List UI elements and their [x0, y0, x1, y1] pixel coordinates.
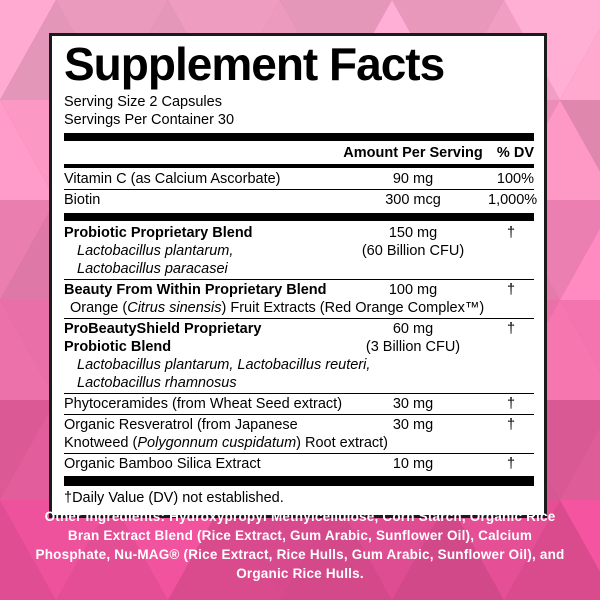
- ingredient-name: Knotweed (Polygonnum cuspidatum) Root ex…: [64, 434, 389, 451]
- dv-value: 1,000%: [488, 191, 538, 208]
- facts-row: Organic Bamboo Silica Extract 10 mg †: [64, 455, 534, 473]
- facts-row: Beauty From Within Proprietary Blend 100 …: [64, 281, 534, 317]
- dv-value: 100%: [496, 170, 534, 187]
- row-separator: [64, 413, 534, 415]
- amount-value: 100 mg: [388, 281, 438, 298]
- dv-value: †: [506, 455, 516, 472]
- row-separator: [64, 317, 534, 319]
- facts-row-line: Biotin 300 mcg 1,000%: [64, 191, 538, 209]
- ingredient-name: Vitamin C (as Calcium Ascorbate): [64, 170, 281, 187]
- percent-dv-header: % DV: [496, 144, 534, 161]
- ingredient-name: Beauty From Within Proprietary Blend: [64, 281, 327, 298]
- divider-bar-thick: [64, 132, 534, 141]
- column-header-row: Amount Per Serving % DV: [64, 144, 534, 162]
- ingredient-name: Lactobacillus plantarum, Lactobacillus r…: [77, 356, 371, 373]
- amount-value: 10 mg: [392, 455, 434, 472]
- facts-rows: Vitamin C (as Calcium Ascorbate) 90 mg 100…: [64, 170, 538, 473]
- ingredient-name: Lactobacillus rhamnosus: [77, 374, 237, 391]
- amount-per-serving-header: Amount Per Serving: [343, 144, 483, 161]
- amount-value: 90 mg: [392, 170, 434, 187]
- servings-per-container-line: Servings Per Container 30: [64, 111, 235, 128]
- ingredient-name: Probiotic Proprietary Blend: [64, 224, 253, 241]
- dv-value: †: [506, 320, 516, 337]
- amount-value: 150 mg: [388, 224, 438, 241]
- amount-value: 30 mg: [392, 395, 434, 412]
- facts-row-line: Knotweed (Polygonnum cuspidatum) Root ex…: [64, 434, 534, 452]
- row-separator: [64, 392, 534, 394]
- amount-value: (60 Billion CFU): [361, 242, 465, 259]
- divider-bar-thick: [64, 212, 534, 221]
- amount-value: (3 Billion CFU): [365, 338, 461, 355]
- serving-size-line: Serving Size 2 Capsules: [64, 93, 222, 110]
- ingredient-name: Organic Resveratrol (from Japanese: [64, 416, 298, 433]
- facts-row: Organic Resveratrol (from Japanese 30 mg †…: [64, 416, 534, 452]
- facts-row: Biotin 300 mcg 1,000%: [64, 191, 538, 209]
- daily-value-footnote: †Daily Value (DV) not established.: [64, 489, 284, 506]
- facts-row: Vitamin C (as Calcium Ascorbate) 90 mg 100…: [64, 170, 534, 188]
- facts-row: ProBeautyShield Proprietary 60 mg † Probiot…: [64, 320, 534, 392]
- divider-bar-bottom: [64, 475, 534, 486]
- dv-value: †: [506, 416, 516, 433]
- row-separator: [64, 278, 534, 280]
- facts-row-line: Beauty From Within Proprietary Blend 100 …: [64, 281, 534, 299]
- amount-value: 60 mg: [392, 320, 434, 337]
- ingredient-name: Lactobacillus plantarum,: [77, 242, 234, 259]
- facts-row-line: Lactobacillus rhamnosus: [64, 374, 534, 392]
- amount-value: 30 mg: [392, 416, 434, 433]
- divider-bar-medium: [64, 163, 534, 168]
- ingredient-name: Orange (Citrus sinensis) Fruit Extracts …: [70, 299, 485, 316]
- amount-value: 300 mcg: [385, 191, 441, 208]
- facts-row-line: ProBeautyShield Proprietary 60 mg †: [64, 320, 534, 338]
- ingredient-name: Organic Bamboo Silica Extract: [64, 455, 261, 472]
- dv-value: †: [506, 224, 516, 241]
- facts-row-line: Vitamin C (as Calcium Ascorbate) 90 mg 100…: [64, 170, 534, 188]
- facts-row-line: Lactobacillus plantarum, Lactobacillus r…: [64, 356, 534, 374]
- facts-row-line: Probiotic Blend (3 Billion CFU): [64, 338, 534, 356]
- facts-row-line: Organic Bamboo Silica Extract 10 mg †: [64, 455, 534, 473]
- facts-row-line: Probiotic Proprietary Blend 150 mg †: [64, 224, 534, 242]
- ingredient-name: Lactobacillus paracasei: [77, 260, 228, 277]
- ingredient-name: Phytoceramides (from Wheat Seed extract): [64, 395, 343, 412]
- facts-row-line: Lactobacillus paracasei: [64, 260, 534, 278]
- dv-value: †: [506, 281, 516, 298]
- facts-row-line: Orange (Citrus sinensis) Fruit Extracts …: [64, 299, 534, 317]
- row-separator: [64, 188, 534, 190]
- dv-value: †: [506, 395, 516, 412]
- ingredient-name: ProBeautyShield Proprietary: [64, 320, 262, 337]
- panel-title: Supplement Facts: [64, 38, 445, 90]
- facts-row-line: Phytoceramides (from Wheat Seed extract)…: [64, 395, 534, 413]
- row-separator: [64, 452, 534, 454]
- ingredient-name: Probiotic Blend: [64, 338, 172, 355]
- facts-row: Phytoceramides (from Wheat Seed extract)…: [64, 395, 534, 413]
- facts-row-line: Lactobacillus plantarum, (60 Billion CFU): [64, 242, 534, 260]
- other-ingredients-text: Other Ingredients: Hydroxypropyl Methylc…: [35, 509, 565, 582]
- ingredient-name: Biotin: [64, 191, 101, 208]
- supplement-facts-panel: Supplement Facts Serving Size 2 Capsules…: [49, 33, 547, 518]
- facts-row-line: Organic Resveratrol (from Japanese 30 mg †: [64, 416, 534, 434]
- facts-row: Probiotic Proprietary Blend 150 mg † Lactob…: [64, 224, 534, 278]
